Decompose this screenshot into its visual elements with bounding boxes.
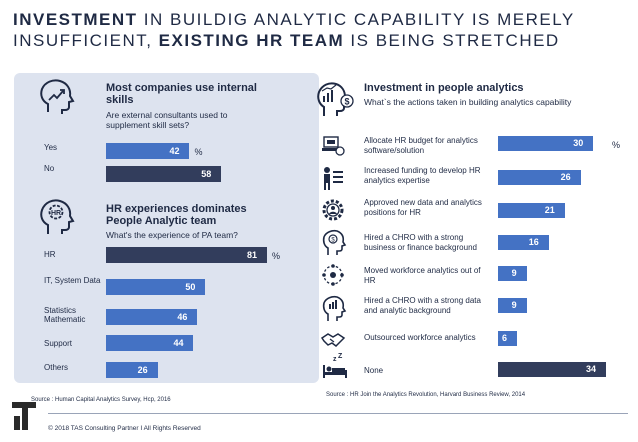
left-panel [14, 73, 319, 383]
bar-8: 34 [498, 362, 606, 377]
bar-5: 26 [106, 362, 158, 378]
bar-3: 46 [106, 309, 198, 325]
category-label-3: Approved new data and analytics position… [364, 198, 482, 217]
dollar-coin-icon: $ [340, 94, 354, 108]
category-label-4: Hired a CHRO with a strong business or f… [364, 233, 477, 252]
positions-gear-icon [322, 199, 344, 221]
bar-5: 9 [498, 266, 527, 281]
outsource-handshake-icon [320, 333, 346, 347]
category-label-3: Statistics Mathematic [44, 306, 86, 324]
bar-1: 42 [106, 143, 190, 159]
chro-finance-icon: $ [322, 229, 347, 255]
category-label-6: Hired a CHRO with a strong data and anal… [364, 296, 481, 315]
head-analytics-icon [317, 82, 350, 116]
category-label-2: Increased funding to develop HR analytic… [364, 166, 481, 185]
right-subtitle: What`s the actions taken in building ana… [364, 97, 572, 107]
section2-subtitle: What's the experience of PA team? [106, 230, 238, 240]
section1-title: Most companies use internal skills [106, 82, 257, 106]
bar-1: 81 [106, 247, 267, 263]
svg-text:$: $ [344, 97, 349, 107]
outside-network-icon [322, 264, 344, 286]
right-title: Investment in people analytics [364, 82, 524, 94]
brain-growth-icon [40, 79, 75, 114]
category-label-1: Yes [44, 143, 58, 152]
sleeping-bed-icon: z Z [323, 353, 347, 378]
budget-software-icon [322, 136, 345, 156]
bar-1: 30 [498, 136, 594, 151]
category-label-8: None [364, 366, 384, 375]
page-title: INVESTMENT IN BUILDIG ANALYTIC CAPABILIT… [13, 10, 575, 50]
footer-copyright: © 2018 TAS Consulting Partner I All Righ… [48, 425, 201, 432]
bar-6: 9 [498, 298, 527, 313]
category-label-5: Moved workforce analytics out of HR [364, 266, 481, 285]
funding-people-icon [324, 167, 343, 190]
company-logo [12, 402, 36, 430]
category-label-7: Outsourced workforce analytics [364, 333, 476, 342]
bar-3: 21 [498, 203, 565, 218]
chro-data-icon [322, 295, 347, 321]
svg-text:HR: HR [51, 210, 61, 217]
bar-2: 58 [106, 166, 222, 182]
bar-2: 26 [498, 170, 581, 185]
bar-7: 6 [498, 331, 518, 346]
category-label-1: HR [44, 250, 56, 259]
bar-4: 16 [498, 235, 549, 250]
category-label-2: IT, System Data [44, 276, 101, 285]
percent-unit: % [272, 251, 281, 261]
right-source: Source : HR Join the Analytics Revolutio… [326, 392, 526, 398]
svg-text:Z: Z [338, 353, 343, 360]
svg-text:z: z [333, 356, 337, 363]
bar-2: 50 [106, 279, 206, 295]
left-source: Source : Human Capital Analytics Survey,… [31, 397, 171, 403]
percent-unit: % [194, 147, 203, 157]
hr-head-icon: HR [40, 199, 75, 234]
section1-subtitle: Are external consultants used to supplem… [106, 110, 228, 130]
category-label-4: Support [44, 339, 73, 348]
svg-text:$: $ [331, 238, 335, 244]
percent-unit: % [612, 140, 621, 150]
section2-title: HR experiences dominates People Analytic… [106, 203, 247, 227]
bar-4: 44 [106, 335, 194, 351]
footer-divider [48, 413, 628, 414]
category-label-1: Allocate HR budget for analytics softwar… [364, 136, 478, 155]
category-label-5: Others [44, 363, 69, 372]
category-label-2: No [44, 164, 55, 173]
